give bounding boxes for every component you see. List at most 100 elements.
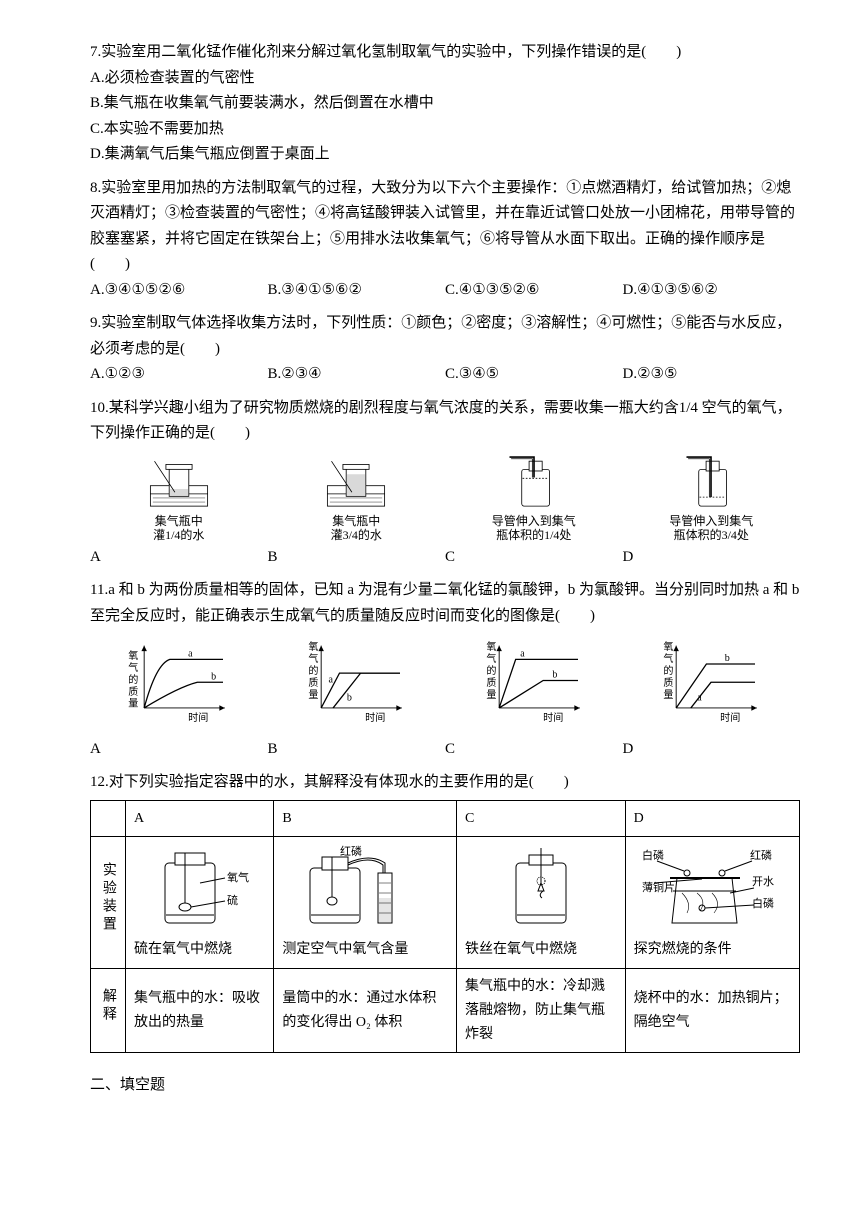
svg-text:气: 气 xyxy=(309,652,319,665)
q9-opt-d: D.②③⑤ xyxy=(623,362,801,388)
section-2-title: 二、填空题 xyxy=(90,1073,800,1099)
svg-text:白磷: 白磷 xyxy=(752,896,774,910)
question-9: 9.实验室制取气体选择收集方法时，下列性质：①颜色；②密度；③溶解性；④可燃性；… xyxy=(90,311,800,388)
q10-diagrams: 集气瓶中 灌1/4的水 集气瓶中 灌3/4的水 xyxy=(90,453,800,543)
q10-caption-a: 集气瓶中 灌1/4的水 xyxy=(153,514,204,543)
q10-labels: A B C D xyxy=(90,545,800,571)
q11-label-b: B xyxy=(268,737,446,763)
question-11: 11.a 和 b 为两份质量相等的固体，已知 a 为混有少量二氧化锰的氯酸钾，b… xyxy=(90,578,800,762)
q10-caption-c: 导管伸入到集气 瓶体积的1/4处 xyxy=(492,514,576,543)
q10-caption-b: 集气瓶中 灌3/4的水 xyxy=(331,514,382,543)
svg-text:b: b xyxy=(552,670,557,681)
q12-cell-a-exp: 集气瓶中的水：吸收放出的热量 xyxy=(126,969,274,1053)
svg-text:b: b xyxy=(211,672,216,683)
q7-stem: 7.实验室用二氧化锰作催化剂来分解过氧化氢制取氧气的实验中，下列操作错误的是( … xyxy=(90,40,800,66)
q12-cell-c-app: 铁丝在氧气中燃烧 xyxy=(457,837,626,969)
svg-text:质: 质 xyxy=(126,686,138,697)
svg-text:量: 量 xyxy=(309,689,319,701)
q9-stem: 9.实验室制取气体选择收集方法时，下列性质：①颜色；②密度；③溶解性；④可燃性；… xyxy=(90,311,800,362)
q9-opt-b: B.②③④ xyxy=(268,362,446,388)
q7-opt-c: C.本实验不需要加热 xyxy=(90,117,800,143)
svg-text:时间: 时间 xyxy=(720,711,740,724)
svg-text:氧: 氧 xyxy=(309,640,319,653)
q12-row-apparatus-label: 实验装置 xyxy=(96,862,120,934)
q12-cell-d-exp: 烧杯中的水：加热铜片；隔绝空气 xyxy=(625,969,799,1053)
svg-text:质: 质 xyxy=(309,677,319,689)
q11-labels: A B C D xyxy=(90,737,800,763)
question-7: 7.实验室用二氧化锰作催化剂来分解过氧化氢制取氧气的实验中，下列操作错误的是( … xyxy=(90,40,800,168)
q7-opt-b: B.集气瓶在收集氧气前要装满水，然后倒置在水槽中 xyxy=(90,91,800,117)
svg-text:气: 气 xyxy=(664,652,674,665)
svg-text:质: 质 xyxy=(486,677,496,689)
svg-text:的: 的 xyxy=(126,673,138,685)
svg-text:a: a xyxy=(698,693,703,704)
svg-text:氧: 氧 xyxy=(126,649,138,660)
q12-table: A B C D 实验装置 氧气 硫 硫在氧气中燃烧 xyxy=(90,800,800,1054)
svg-text:a: a xyxy=(520,649,525,660)
q7-opt-a: A.必须检查装置的气密性 xyxy=(90,66,800,92)
q11-label-d: D xyxy=(623,737,801,763)
svg-text:b: b xyxy=(347,693,352,704)
svg-text:气: 气 xyxy=(126,661,138,672)
svg-text:白磷: 白磷 xyxy=(642,848,664,862)
svg-text:开水: 开水 xyxy=(752,875,774,888)
q11-chart-b: 氧 气 的 质 量 时间 a b xyxy=(301,635,411,725)
q11-chart-d: 氧 气 的 质 量 时间 b a xyxy=(656,635,766,725)
svg-text:质: 质 xyxy=(664,677,674,689)
svg-text:红磷: 红磷 xyxy=(340,845,362,858)
q7-options: A.必须检查装置的气密性 B.集气瓶在收集氧气前要装满水，然后倒置在水槽中 C.… xyxy=(90,66,800,168)
svg-text:量: 量 xyxy=(486,689,496,701)
svg-text:量: 量 xyxy=(664,689,674,701)
q7-opt-d: D.集满氧气后集气瓶应倒置于桌面上 xyxy=(90,142,800,168)
q10-label-d: D xyxy=(623,545,801,571)
q12-col-b: B xyxy=(274,800,457,837)
q12-col-a: A xyxy=(126,800,274,837)
q8-opt-c: C.④①③⑤②⑥ xyxy=(445,278,623,304)
q8-options: A.③④①⑤②⑥ B.③④①⑤⑥② C.④①③⑤②⑥ D.④①③⑤⑥② xyxy=(90,278,800,304)
svg-text:红磷: 红磷 xyxy=(750,849,772,862)
svg-text:硫: 硫 xyxy=(227,893,238,907)
svg-text:时间: 时间 xyxy=(543,711,563,724)
q10-diagram-a: 集气瓶中 灌1/4的水 xyxy=(90,453,268,543)
q12-stem: 12.对下列实验指定容器中的水，其解释没有体现水的主要作用的是( ) xyxy=(90,770,800,796)
q10-label-b: B xyxy=(268,545,446,571)
svg-text:薄铜片: 薄铜片 xyxy=(642,880,675,894)
q12-cell-a-app: 氧气 硫 硫在氧气中燃烧 xyxy=(126,837,274,969)
q11-charts: 氧 气 的 质 量 时间 a b 氧 气 的 质 量 xyxy=(90,635,800,735)
svg-text:氧: 氧 xyxy=(486,640,496,653)
svg-text:时间: 时间 xyxy=(365,711,385,724)
q12-cell-b-app: 红磷 测定空气中氧气含量 xyxy=(274,837,457,969)
q10-diagram-c: 导管伸入到集气 瓶体积的1/4处 xyxy=(445,453,623,543)
q12-cell-b-exp: 量筒中的水：通过水体积的变化得出 O₂ 体积 xyxy=(274,969,457,1053)
q12-row-explain-label: 解释 xyxy=(96,988,120,1024)
q11-label-c: C xyxy=(445,737,623,763)
q10-caption-d: 导管伸入到集气 瓶体积的3/4处 xyxy=(669,514,753,543)
svg-text:的: 的 xyxy=(664,664,674,677)
q12-cell-c-exp: 集气瓶中的水：冷却溅落融熔物，防止集气瓶炸裂 xyxy=(457,969,626,1053)
svg-text:的: 的 xyxy=(309,664,319,677)
q11-stem: 11.a 和 b 为两份质量相等的固体，已知 a 为混有少量二氧化锰的氯酸钾，b… xyxy=(90,578,800,629)
q12-col-c: C xyxy=(457,800,626,837)
svg-text:氧: 氧 xyxy=(664,640,674,653)
question-10: 10.某科学兴趣小组为了研究物质燃烧的剧烈程度与氧气浓度的关系，需要收集一瓶大约… xyxy=(90,396,800,571)
q9-options: A.①②③ B.②③④ C.③④⑤ D.②③⑤ xyxy=(90,362,800,388)
q11-label-a: A xyxy=(90,737,268,763)
svg-text:量: 量 xyxy=(126,698,138,708)
q11-chart-c: 氧 气 的 质 量 时间 a b xyxy=(479,635,589,725)
q10-stem: 10.某科学兴趣小组为了研究物质燃烧的剧烈程度与氧气浓度的关系，需要收集一瓶大约… xyxy=(90,396,800,447)
q8-opt-b: B.③④①⑤⑥② xyxy=(268,278,446,304)
q8-opt-d: D.④①③⑤⑥② xyxy=(623,278,801,304)
svg-text:气: 气 xyxy=(486,652,496,665)
q10-label-a: A xyxy=(90,545,268,571)
q10-diagram-b: 集气瓶中 灌3/4的水 xyxy=(268,453,446,543)
q8-stem: 8.实验室里用加热的方法制取氧气的过程，大致分为以下六个主要操作：①点燃酒精灯，… xyxy=(90,176,800,278)
svg-text:b: b xyxy=(725,653,730,664)
q10-diagram-d: 导管伸入到集气 瓶体积的3/4处 xyxy=(623,453,801,543)
q12-col-d: D xyxy=(625,800,799,837)
svg-text:的: 的 xyxy=(486,664,496,677)
q9-opt-a: A.①②③ xyxy=(90,362,268,388)
q11-chart-a: 氧 气 的 质 量 时间 a b xyxy=(124,635,234,725)
question-8: 8.实验室里用加热的方法制取氧气的过程，大致分为以下六个主要操作：①点燃酒精灯，… xyxy=(90,176,800,304)
svg-text:a: a xyxy=(188,649,193,660)
q10-label-c: C xyxy=(445,545,623,571)
